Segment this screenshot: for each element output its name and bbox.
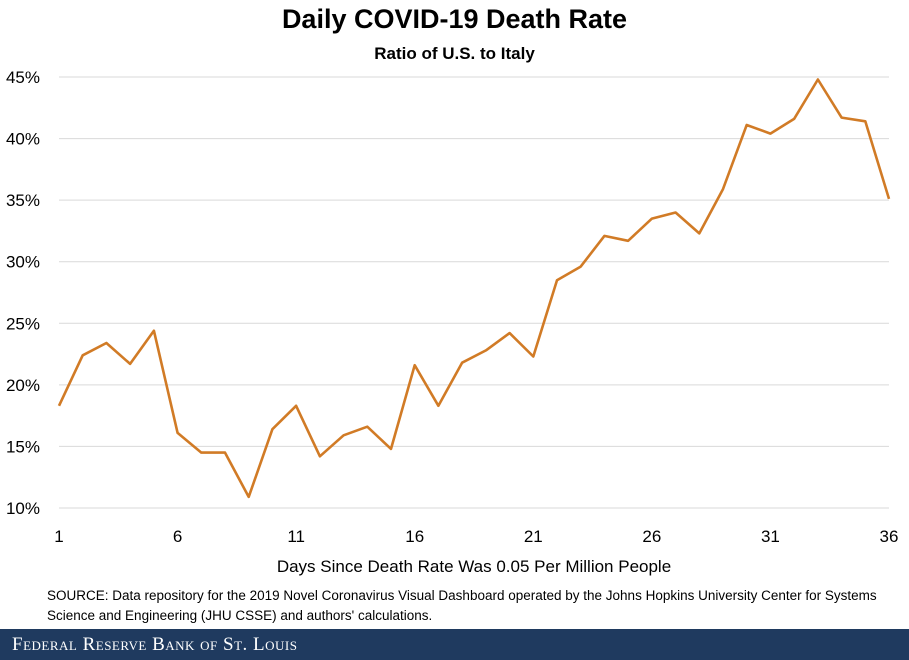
y-tick-label: 40% (6, 130, 40, 149)
series-line (57, 78, 891, 499)
y-axis-ticks: 10% 15% 20% 25% 30% 35% 40% 45% (6, 68, 40, 518)
x-tick-label: 11 (287, 527, 305, 546)
x-axis-ticks: 1 6 11 16 21 26 31 36 (54, 527, 898, 546)
footer-brand: Federal Reserve Bank of St. Louis (12, 634, 298, 655)
x-tick-label: 6 (173, 527, 182, 546)
chart-title: Daily COVID-19 Death Rate (281, 4, 628, 34)
series-group (57, 78, 891, 499)
x-tick-label: 36 (880, 527, 899, 546)
line-chart: 10%15%20%25%30%35%40%45% 1 6 11 16 21 26 31 36 … (6, 68, 898, 576)
x-tick-label: 1 (54, 527, 63, 546)
x-axis-label: Days Since Death Rate Was 0.05 Per Milli… (277, 557, 671, 576)
y-tick-label: 25% (6, 314, 40, 333)
y-tick-label: 20% (6, 376, 40, 395)
x-tick-label: 21 (524, 527, 543, 546)
source-note: SOURCE: Data repository for the 2019 Nov… (47, 588, 877, 623)
y-tick-label: 35% (6, 191, 40, 210)
y-tick-label: 45% (6, 68, 40, 87)
y-tick-label: 30% (6, 253, 40, 272)
chart-subtitle: Ratio of U.S. to Italy (374, 44, 535, 63)
footer-bar: Federal Reserve Bank of St. Louis (0, 629, 909, 660)
y-tick-label: 10% (6, 499, 40, 518)
gridlines (59, 76, 889, 509)
x-tick-label: 16 (405, 527, 424, 546)
x-tick-label: 26 (642, 527, 661, 546)
y-tick-label: 15% (6, 437, 40, 456)
x-tick-label: 31 (761, 527, 780, 546)
